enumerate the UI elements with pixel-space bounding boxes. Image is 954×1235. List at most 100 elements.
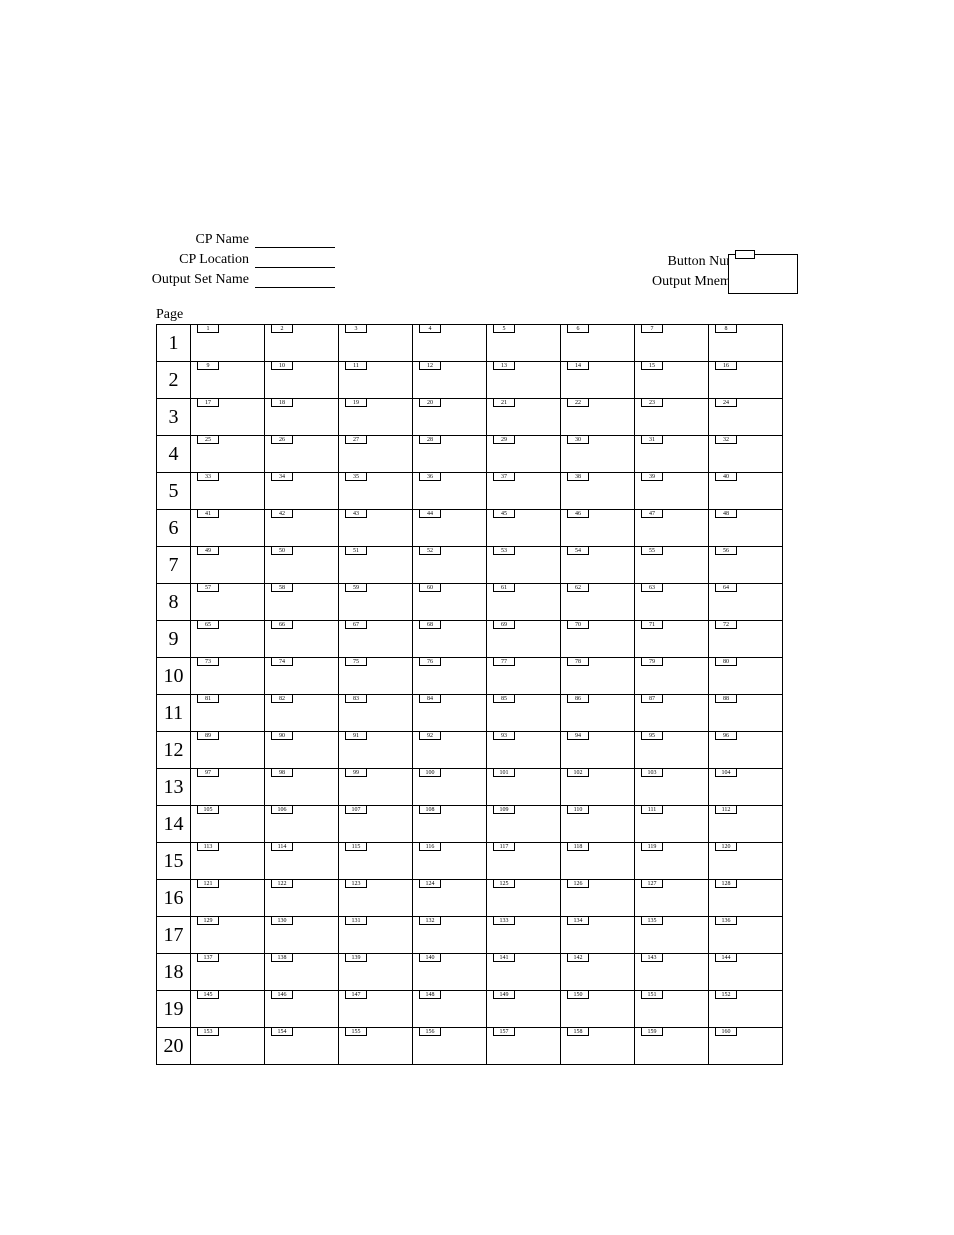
legend-cell [728, 254, 798, 294]
cell-number-tag: 77 [493, 657, 515, 666]
cell-number-tag: 36 [419, 472, 441, 481]
cell-number-tag: 17 [197, 398, 219, 407]
grid-cell: 79 [635, 658, 709, 695]
grid-cell: 110 [561, 806, 635, 843]
cell-number-tag: 18 [271, 398, 293, 407]
grid-cell: 143 [635, 954, 709, 991]
grid-cell: 42 [265, 510, 339, 547]
cell-number-tag: 131 [345, 916, 367, 925]
cell-number-tag: 5 [493, 324, 515, 333]
cell-number-tag: 71 [641, 620, 663, 629]
grid-cell: 120 [709, 843, 783, 880]
cell-number-tag: 68 [419, 620, 441, 629]
cell-number-tag: 72 [715, 620, 737, 629]
grid-cell: 159 [635, 1028, 709, 1065]
cell-number-tag: 33 [197, 472, 219, 481]
cell-number-tag: 92 [419, 731, 441, 740]
grid-cell: 70 [561, 621, 635, 658]
grid-cell: 33 [191, 473, 265, 510]
grid-cell: 123 [339, 880, 413, 917]
row-label: 3 [157, 399, 191, 436]
cell-number-tag: 2 [271, 324, 293, 333]
row-label: 14 [157, 806, 191, 843]
grid-cell: 48 [709, 510, 783, 547]
grid-cell: 24 [709, 399, 783, 436]
cell-number-tag: 118 [567, 842, 589, 851]
grid-cell: 154 [265, 1028, 339, 1065]
grid-cell: 149 [487, 991, 561, 1028]
cell-number-tag: 99 [345, 768, 367, 777]
legend-tag [735, 250, 755, 259]
cell-number-tag: 22 [567, 398, 589, 407]
cell-number-tag: 86 [567, 694, 589, 703]
grid-cell: 66 [265, 621, 339, 658]
cell-number-tag: 93 [493, 731, 515, 740]
grid-cell: 34 [265, 473, 339, 510]
cell-number-tag: 57 [197, 583, 219, 592]
grid-cell: 8 [709, 325, 783, 362]
grid-cell: 148 [413, 991, 487, 1028]
grid-cell: 146 [265, 991, 339, 1028]
cell-number-tag: 135 [641, 916, 663, 925]
grid-cell: 109 [487, 806, 561, 843]
cell-number-tag: 124 [419, 879, 441, 888]
cell-number-tag: 160 [715, 1027, 737, 1036]
cell-number-tag: 153 [197, 1027, 219, 1036]
grid-cell: 100 [413, 769, 487, 806]
grid-cell: 25 [191, 436, 265, 473]
cell-number-tag: 31 [641, 435, 663, 444]
cell-number-tag: 83 [345, 694, 367, 703]
grid-cell: 50 [265, 547, 339, 584]
grid-cell: 122 [265, 880, 339, 917]
grid-cell: 19 [339, 399, 413, 436]
row-label: 6 [157, 510, 191, 547]
grid-cell: 65 [191, 621, 265, 658]
grid-cell: 75 [339, 658, 413, 695]
cell-number-tag: 115 [345, 842, 367, 851]
cell-number-tag: 101 [493, 768, 515, 777]
grid-cell: 119 [635, 843, 709, 880]
grid-cell: 59 [339, 584, 413, 621]
cell-number-tag: 50 [271, 546, 293, 555]
grid-cell: 83 [339, 695, 413, 732]
grid-cell: 23 [635, 399, 709, 436]
grid-cell: 85 [487, 695, 561, 732]
grid-cell: 111 [635, 806, 709, 843]
cell-number-tag: 143 [641, 953, 663, 962]
label-output-set-name: Output Set Name [152, 272, 249, 288]
grid-cell: 55 [635, 547, 709, 584]
cell-number-tag: 80 [715, 657, 737, 666]
cell-number-tag: 12 [419, 361, 441, 370]
cell-number-tag: 148 [419, 990, 441, 999]
page-root: CP Name CP Location Output Set Name Butt… [0, 0, 954, 1235]
label-cp-location: CP Location [179, 252, 249, 268]
grid-cell: 1 [191, 325, 265, 362]
grid-cell: 15 [635, 362, 709, 399]
cell-number-tag: 78 [567, 657, 589, 666]
grid-cell: 32 [709, 436, 783, 473]
grid-cell: 27 [339, 436, 413, 473]
row-label: 10 [157, 658, 191, 695]
cell-number-tag: 109 [493, 805, 515, 814]
grid-cell: 73 [191, 658, 265, 695]
cell-number-tag: 159 [641, 1027, 663, 1036]
grid-cell: 54 [561, 547, 635, 584]
cell-number-tag: 30 [567, 435, 589, 444]
cell-number-tag: 134 [567, 916, 589, 925]
grid-cell: 95 [635, 732, 709, 769]
cell-number-tag: 123 [345, 879, 367, 888]
grid-cell: 72 [709, 621, 783, 658]
grid-cell: 87 [635, 695, 709, 732]
grid-cell: 118 [561, 843, 635, 880]
cell-number-tag: 89 [197, 731, 219, 740]
grid-cell: 18 [265, 399, 339, 436]
grid-cell: 62 [561, 584, 635, 621]
cell-number-tag: 42 [271, 509, 293, 518]
grid-cell: 12 [413, 362, 487, 399]
grid-cell: 91 [339, 732, 413, 769]
cell-number-tag: 35 [345, 472, 367, 481]
cell-number-tag: 157 [493, 1027, 515, 1036]
cell-number-tag: 74 [271, 657, 293, 666]
row-label: 1 [157, 325, 191, 362]
grid-cell: 26 [265, 436, 339, 473]
